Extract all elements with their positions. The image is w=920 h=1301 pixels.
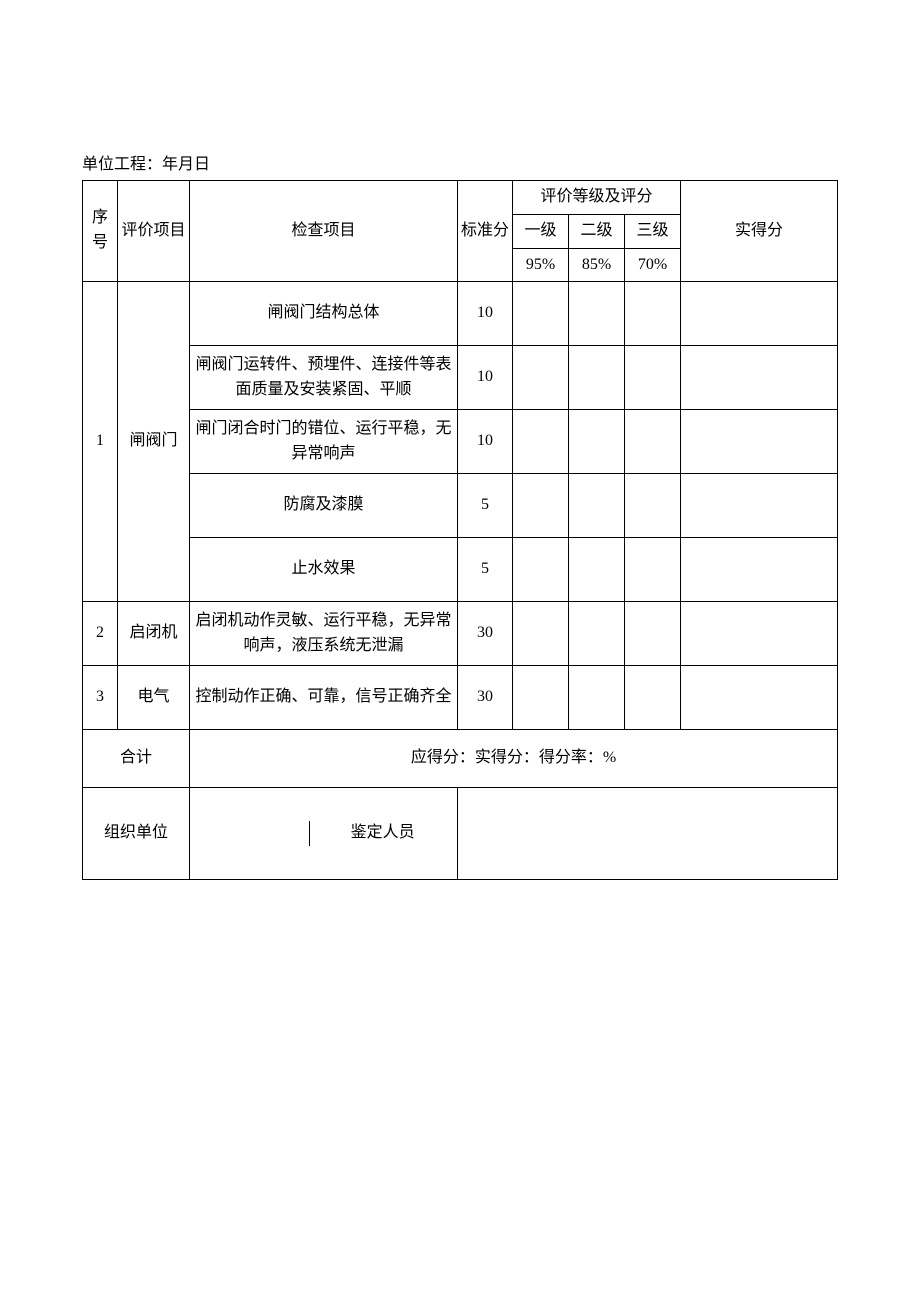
hdr-item: 评价项目 [118,181,190,282]
header-row-1: 序号 评价项目 检查项目 标准分 评价等级及评分 实得分 [83,181,838,215]
cell-item: 启闭机 [118,602,190,666]
hdr-grade1-pct: 95% [513,248,569,282]
cell-g1 [513,410,569,474]
table-row: 止水效果 5 [83,538,838,602]
cell-actual [681,666,838,730]
cell-std: 10 [458,282,513,346]
cell-actual [681,410,838,474]
hdr-actual: 实得分 [681,181,838,282]
cell-seq: 3 [83,666,118,730]
cell-actual [681,538,838,602]
cell-g2 [569,602,625,666]
cell-g1 [513,666,569,730]
cell-g1 [513,282,569,346]
hdr-std: 标准分 [458,181,513,282]
cell-item: 闸阀门 [118,282,190,602]
cell-check: 闸阀门结构总体 [190,282,458,346]
cell-seq: 1 [83,282,118,602]
cell-g1 [513,474,569,538]
total-row: 合计 应得分：实得分：得分率：% [83,730,838,788]
cell-check: 闸门闭合时门的错位、运行平稳，无异常响声 [190,410,458,474]
cell-g3 [625,538,681,602]
cell-std: 30 [458,666,513,730]
hdr-grade-group: 评价等级及评分 [513,181,681,215]
cell-check: 止水效果 [190,538,458,602]
hdr-grade2-pct: 85% [569,248,625,282]
cell-check: 防腐及漆膜 [190,474,458,538]
cell-g3 [625,602,681,666]
cell-check: 闸阀门运转件、预埋件、连接件等表面质量及安装紧固、平顺 [190,346,458,410]
table-row: 闸门闭合时门的错位、运行平稳，无异常响声 10 [83,410,838,474]
hdr-grade1-label: 一级 [513,214,569,248]
table-row: 1 闸阀门 闸阀门结构总体 10 [83,282,838,346]
appraiser-label: 鉴定人员 [310,821,455,846]
total-label: 合计 [83,730,190,788]
cell-g2 [569,666,625,730]
cell-std: 5 [458,538,513,602]
cell-g2 [569,410,625,474]
table-caption: 单位工程：年月日 [82,150,838,174]
cell-g2 [569,538,625,602]
hdr-grade3-pct: 70% [625,248,681,282]
hdr-check: 检查项目 [190,181,458,282]
cell-g1 [513,346,569,410]
table-row: 闸阀门运转件、预埋件、连接件等表面质量及安装紧固、平顺 10 [83,346,838,410]
cell-std: 10 [458,346,513,410]
cell-g3 [625,346,681,410]
org-value: 鉴定人员 [190,788,458,880]
org-label: 组织单位 [83,788,190,880]
cell-g3 [625,410,681,474]
appraiser-value [458,788,838,880]
table-row: 防腐及漆膜 5 [83,474,838,538]
cell-g2 [569,282,625,346]
hdr-grade2-label: 二级 [569,214,625,248]
cell-std: 10 [458,410,513,474]
cell-g1 [513,602,569,666]
cell-check: 控制动作正确、可靠，信号正确齐全 [190,666,458,730]
cell-std: 5 [458,474,513,538]
cell-g2 [569,346,625,410]
table-row: 2 启闭机 启闭机动作灵敏、运行平稳，无异常响声，液压系统无泄漏 30 [83,602,838,666]
table-row: 3 电气 控制动作正确、可靠，信号正确齐全 30 [83,666,838,730]
cell-g1 [513,538,569,602]
cell-actual [681,346,838,410]
cell-g2 [569,474,625,538]
cell-check: 启闭机动作灵敏、运行平稳，无异常响声，液压系统无泄漏 [190,602,458,666]
cell-seq: 2 [83,602,118,666]
footer-row: 组织单位 鉴定人员 [83,788,838,880]
cell-g3 [625,666,681,730]
cell-g3 [625,474,681,538]
cell-actual [681,474,838,538]
total-text: 应得分：实得分：得分率：% [190,730,838,788]
cell-std: 30 [458,602,513,666]
cell-item: 电气 [118,666,190,730]
cell-g3 [625,282,681,346]
hdr-seq: 序号 [83,181,118,282]
cell-actual [681,282,838,346]
evaluation-table: 序号 评价项目 检查项目 标准分 评价等级及评分 实得分 一级 二级 三级 95… [82,180,838,880]
cell-actual [681,602,838,666]
hdr-grade3-label: 三级 [625,214,681,248]
org-value-cell [192,821,310,846]
